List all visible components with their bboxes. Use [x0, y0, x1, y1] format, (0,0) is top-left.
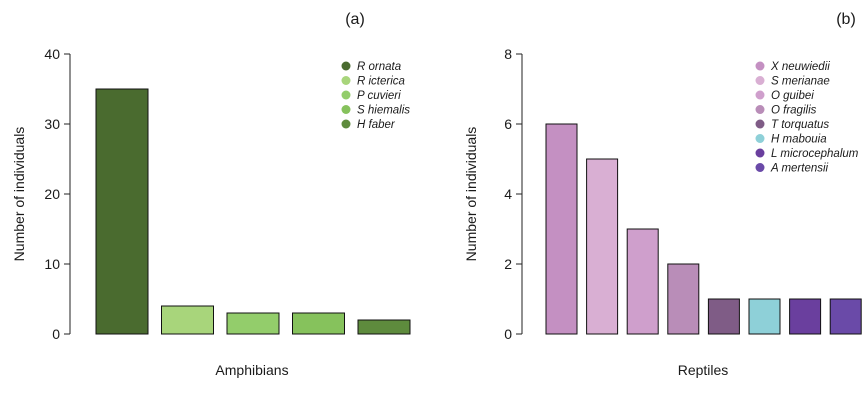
panel-b-bar	[748, 298, 781, 335]
panel-b-legend-label: X neuwiedii	[770, 61, 830, 73]
panel-a-x-axis-title: Amphibians	[215, 362, 288, 378]
panel-a-legend-label: S hiemalis	[357, 105, 410, 117]
panel-a-y-tick-label: 10	[44, 256, 60, 272]
panel-a-y-axis-title: Number of individuals	[11, 127, 27, 262]
panel-a-legend-label: R icterica	[357, 76, 405, 88]
panel-b-legend-marker	[755, 148, 765, 158]
panel-b-legend-label: S merianae	[771, 76, 830, 88]
panel-a-bars	[95, 88, 411, 335]
panel-b-y-ticks: 0 2 4 6 8	[504, 46, 522, 342]
panel-a-legend-label: P cuvieri	[357, 90, 401, 102]
panel-a-bar	[95, 88, 149, 335]
panel-a-legend-label: H faber	[357, 119, 396, 131]
panel-b-y-tick-label: 8	[504, 46, 512, 62]
panel-a-legend: R ornata R icterica P cuvieri S hiemalis H f…	[341, 61, 410, 131]
panel-b-bar	[789, 298, 822, 335]
panel-a-bar	[357, 319, 411, 335]
panel-b-legend-label: O guibei	[771, 90, 814, 102]
panel-b-y-tick-label: 0	[504, 326, 512, 342]
panel-b-bar	[545, 123, 578, 335]
panel-b-legend: X neuwiedii S merianae O guibei O fragilis T…	[755, 61, 859, 175]
panel-b-legend-marker	[755, 119, 765, 129]
panel-b-bar	[707, 298, 740, 335]
panel-a-y-tick-label: 40	[44, 46, 60, 62]
panel-b-legend-marker	[755, 134, 765, 143]
panel-b-legend-marker	[755, 105, 765, 114]
panel-b-legend-marker	[755, 90, 765, 100]
panel-b-bar	[667, 263, 700, 335]
panel-b: (b) 0 2 4 6 8 Number of individuals Reptiles…	[463, 11, 862, 378]
panel-a-legend-marker	[341, 105, 351, 114]
panel-a-legend-label: R ornata	[357, 61, 401, 73]
panel-a-label: (a)	[345, 11, 365, 28]
panel-b-legend-marker	[755, 61, 765, 71]
panel-a-bar	[292, 312, 345, 335]
panel-b-legend-label: T torquatus	[771, 119, 829, 131]
panel-b-bar	[626, 228, 659, 335]
panel-b-legend-label: A mertensii	[770, 163, 829, 175]
panel-b-legend-marker	[755, 76, 765, 85]
panel-b-y-tick-label: 6	[504, 116, 512, 132]
panel-b-y-tick-label: 2	[504, 256, 512, 272]
panel-b-legend-label: L microcephalum	[771, 148, 859, 160]
panel-a-legend-marker	[341, 61, 351, 71]
panel-a-legend-marker	[341, 76, 351, 85]
panel-a-bar	[226, 312, 280, 335]
panel-b-x-axis-title: Reptiles	[678, 362, 729, 378]
panel-b-legend-label: O fragilis	[771, 105, 817, 117]
panel-a-y-tick-label: 0	[52, 326, 60, 342]
panel-b-bar	[829, 298, 862, 335]
panel-b-y-axis-title: Number of individuals	[463, 127, 479, 262]
panel-a-y-ticks: 0 10 20 30 40	[44, 46, 70, 342]
panel-b-label: (b)	[836, 11, 856, 28]
panel-a-y-tick-label: 20	[44, 186, 60, 202]
panel-a-legend-marker	[341, 119, 351, 129]
panel-a-legend-marker	[341, 90, 351, 100]
panel-a: (a) 0 10 20 30 40 Number of individuals Amph…	[11, 11, 411, 378]
panel-a-y-tick-label: 30	[44, 116, 60, 132]
panel-b-bars	[545, 123, 862, 335]
panel-b-bar	[586, 158, 619, 335]
panel-b-legend-marker	[755, 163, 765, 172]
panel-b-y-tick-label: 4	[504, 186, 512, 202]
panel-b-legend-label: H mabouia	[771, 134, 827, 146]
panel-a-bar	[161, 305, 214, 335]
